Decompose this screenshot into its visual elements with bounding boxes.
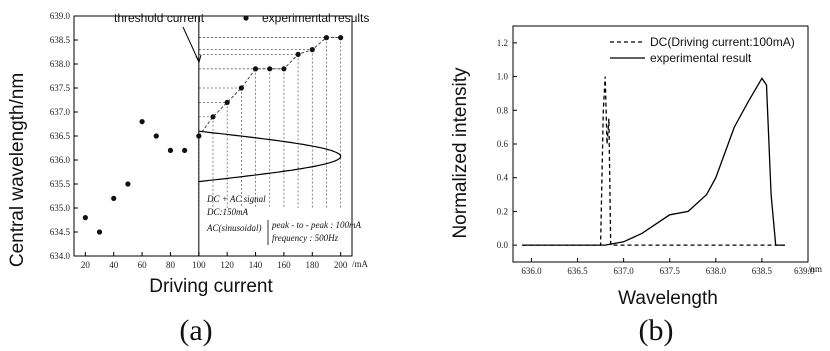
panel-a-point	[125, 181, 131, 187]
panel-b-y-axis-label: Normalized intensity	[450, 67, 471, 239]
panel-b-x-axis-label: Wavelength	[618, 288, 718, 309]
panel-a-y-tick-label: 637.5	[50, 83, 71, 93]
panel-a-y-tick-label: 635.0	[50, 203, 71, 213]
panel-a-point	[238, 85, 244, 91]
panel-a-point	[167, 147, 174, 153]
panel-b-y-tick-label: 0.4	[497, 173, 509, 183]
panel-a-x-tick-label: 20	[81, 260, 91, 270]
panel-b-caption: (b)	[639, 314, 674, 347]
panel-a-point	[295, 51, 301, 58]
panel-b-x-unit: /nm	[808, 264, 822, 274]
ac-sinusoid	[198, 130, 342, 183]
legend-marker-experimental-results	[243, 15, 249, 21]
panel-a-x-axis-label: Driving current	[149, 276, 273, 297]
panel-a-x-tick-label: 40	[109, 260, 119, 270]
panel-a-x-tick-label: 60	[138, 260, 148, 270]
panel-a-ac-signal	[198, 130, 342, 183]
panel-a-point	[153, 133, 159, 139]
ac-label: AC(sinusoidal)	[206, 223, 262, 233]
ac-peak-to-peak: peak - to - peak : 100mA	[271, 220, 361, 230]
panel-a-y-tick-label: 638.5	[50, 35, 71, 45]
panel-a-point	[111, 195, 117, 201]
panel-a-point	[267, 66, 273, 72]
panel-a-y-tick-label: 635.5	[50, 179, 71, 189]
panel-a-point	[96, 229, 103, 235]
panel-a-x-tick-label: 180	[306, 260, 320, 270]
panel-b-series	[522, 76, 785, 246]
panel-a-x-unit: /mA	[352, 259, 369, 269]
panel-a-x-tick-label: 80	[166, 260, 176, 270]
panel-a-x-tick-label: 140	[249, 260, 263, 270]
series-line-dc	[522, 76, 785, 246]
panel-a-y-tick-label: 637.0	[50, 107, 71, 117]
panel-a-point	[338, 35, 344, 41]
panel-b-y-tick-label: 0.2	[497, 206, 508, 216]
panel-a-point	[224, 99, 230, 105]
panel-a-caption: (a)	[179, 314, 212, 347]
panel-b-y-tick-label: 1.2	[497, 38, 508, 48]
panel-a-point	[252, 66, 259, 72]
panel-a-x-tick-label: 120	[220, 260, 234, 270]
panel-a-guide-lines	[198, 37, 342, 208]
panel-a-y-tick-label: 638.0	[50, 59, 71, 69]
panel-a-point	[309, 47, 315, 53]
panel-a-point	[281, 66, 287, 72]
threshold-arrowhead	[195, 54, 202, 64]
panel-a-y-tick-label: 636.0	[50, 155, 71, 165]
panel-a-ticks: 20 40 60 80 100 120 140 160 180 200 634.0 634.5 635.…	[50, 11, 348, 270]
signal-title: DC + AC signal	[206, 194, 266, 204]
legend-dc: DC(Driving current:100mA)	[650, 35, 795, 49]
ac-frequency: frequency : 500Hz	[272, 233, 339, 243]
panel-a-points	[82, 35, 344, 235]
panel-b-y-tick-label: 0.0	[497, 240, 509, 250]
panel-b-x-tick-label: 636.0	[521, 266, 542, 276]
panel-a-point	[82, 215, 88, 221]
panel-b-x-tick-label: 637.5	[660, 266, 681, 276]
panel-a-x-tick-label: 160	[277, 260, 291, 270]
panel-a-y-tick-label: 639.0	[50, 11, 71, 21]
panel-b-x-tick-label: 637.0	[614, 266, 635, 276]
panel-b-x-tick-label: 638.5	[752, 266, 773, 276]
panel-b: 636.0 636.5 637.0 637.5 638.0 638.5 639.0 0.0 0.…	[450, 25, 822, 347]
legend-experimental-result: experimental result	[650, 51, 752, 65]
panel-a: 20 40 60 80 100 120 140 160 180 200 634.0 634.5 635.…	[7, 11, 370, 347]
panel-a-x-tick-label: 100	[192, 260, 206, 270]
panel-b-ticks: 636.0 636.5 637.0 637.5 638.0 638.5 639.0 0.0 0.…	[497, 38, 815, 276]
panel-a-y-axis-label: Central wavelength/nm	[7, 73, 28, 267]
panel-a-y-tick-label: 636.5	[50, 131, 71, 141]
panel-a-point	[182, 147, 188, 153]
panel-a-x-tick-label: 200	[334, 260, 348, 270]
panel-b-x-tick-label: 638.0	[706, 266, 727, 276]
panel-b-x-tick-label: 636.5	[567, 266, 588, 276]
panel-a-point	[139, 119, 145, 125]
series-line-experimental	[522, 77, 785, 246]
panel-b-x-tick-label: 639.0	[794, 266, 815, 276]
panel-b-y-tick-label: 0.6	[497, 139, 509, 149]
legend-experimental-results: experimental results	[262, 11, 369, 25]
dc-value: DC:150mA	[206, 207, 248, 217]
panel-a-y-tick-label: 634.0	[50, 251, 71, 261]
panel-a-point	[196, 133, 202, 139]
threshold-label: threshold current	[114, 11, 205, 25]
panel-b-y-tick-label: 1.0	[497, 72, 509, 82]
panel-b-y-tick-label: 0.8	[497, 105, 509, 115]
panel-a-point	[323, 35, 330, 41]
panel-a-y-tick-label: 634.5	[50, 227, 71, 237]
panel-a-point	[210, 114, 216, 120]
